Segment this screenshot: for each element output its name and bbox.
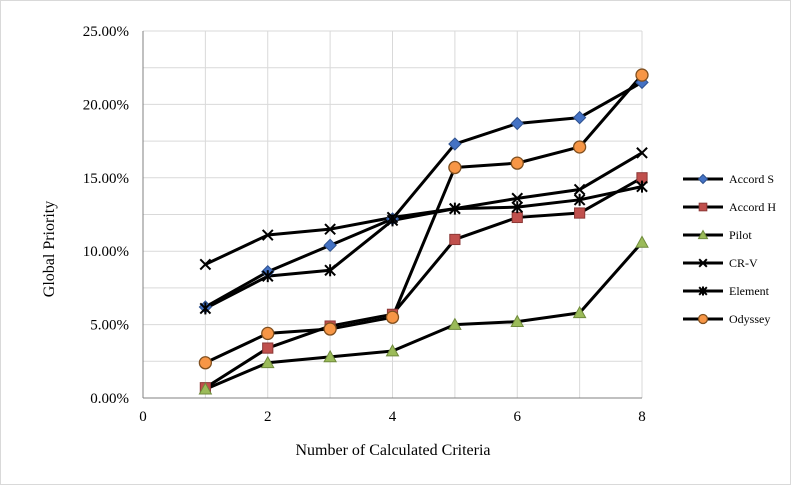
marker-x xyxy=(511,192,524,205)
marker-x xyxy=(199,258,212,271)
marker-triangle xyxy=(635,235,649,248)
marker-x xyxy=(636,147,648,159)
marker-triangle xyxy=(510,314,525,327)
series-line xyxy=(204,74,644,365)
marker-circle xyxy=(635,68,649,82)
legend-label: CR-V xyxy=(729,256,758,270)
marker-triangle xyxy=(385,343,400,357)
marker-stroke xyxy=(511,192,524,205)
marker-circle xyxy=(385,310,400,324)
marker-stroke xyxy=(698,258,708,268)
marker-star xyxy=(636,180,648,193)
legend-label: Pilot xyxy=(729,228,752,242)
x-tick-label: 2 xyxy=(264,409,272,425)
marker-diamond xyxy=(510,116,524,131)
marker-star xyxy=(386,214,399,227)
marker-diamond xyxy=(572,110,587,125)
marker-diamond xyxy=(448,137,462,151)
marker-star xyxy=(573,193,586,206)
y-axis-label: Global Priority xyxy=(41,201,58,297)
marker-circle xyxy=(510,156,524,170)
y-tick-label: 5.00% xyxy=(90,318,129,334)
marker-triangle xyxy=(323,349,337,363)
marker-circle xyxy=(572,140,587,154)
marker-x xyxy=(324,223,336,235)
y-tick-label: 25.00% xyxy=(83,24,129,40)
series-line xyxy=(204,176,643,389)
marker-star xyxy=(324,264,336,277)
y-tick-label: 20.00% xyxy=(83,97,129,113)
legend: Accord S Accord H Pilot CR-V Element Odyssey xyxy=(683,172,776,326)
marker-triangle xyxy=(198,382,213,395)
marker-star xyxy=(511,201,524,214)
marker-square xyxy=(698,202,708,212)
marker-triangle xyxy=(572,305,587,319)
marker-circle xyxy=(448,160,462,175)
x-tick-labels: 0 2 4 6 8 xyxy=(139,409,646,425)
series-lines xyxy=(204,74,644,391)
marker-square xyxy=(511,211,523,224)
x-tick-label: 8 xyxy=(638,409,646,425)
marker-star xyxy=(698,286,708,296)
marker-circle xyxy=(261,326,275,341)
x-tick-label: 0 xyxy=(139,409,147,425)
marker-stroke xyxy=(636,147,648,159)
marker-square xyxy=(262,342,274,354)
legend-label: Element xyxy=(729,284,770,298)
marker-stroke xyxy=(324,223,336,235)
marker-star xyxy=(449,202,461,215)
series-line xyxy=(204,241,644,391)
marker-square xyxy=(574,207,586,219)
marker-triangle xyxy=(260,355,275,369)
y-tick-label: 15.00% xyxy=(83,171,129,187)
marker-diamond xyxy=(323,238,337,253)
marker-stroke xyxy=(261,229,274,241)
axes xyxy=(142,31,642,399)
marker-circle xyxy=(323,322,337,336)
marker-stroke xyxy=(199,258,212,271)
x-axis-label: Number of Calculated Criteria xyxy=(295,442,490,459)
y-tick-label: 10.00% xyxy=(83,244,129,260)
marker-star xyxy=(199,302,212,315)
series-markers xyxy=(198,68,649,395)
x-tick-label: 6 xyxy=(514,409,522,425)
marker-stroke xyxy=(573,183,586,196)
legend-label: Accord S xyxy=(729,172,774,186)
marker-triangle xyxy=(697,229,709,240)
y-tick-label: 0.00% xyxy=(90,391,129,407)
legend-label: Accord H xyxy=(729,200,776,214)
marker-x xyxy=(698,258,708,268)
legend-label: Odyssey xyxy=(729,312,770,326)
series-line xyxy=(204,185,643,310)
x-tick-label: 4 xyxy=(389,409,397,425)
y-tick-labels: 0.00% 5.00% 10.00% 15.00% 20.00% 25.00% xyxy=(83,24,129,407)
marker-circle xyxy=(697,313,709,325)
marker-star xyxy=(261,270,274,283)
marker-x xyxy=(573,183,586,196)
marker-diamond xyxy=(697,173,709,185)
marker-triangle xyxy=(448,317,462,330)
series-line xyxy=(204,81,643,309)
marker-square xyxy=(449,233,461,246)
marker-circle xyxy=(198,356,213,370)
marker-x xyxy=(261,229,274,241)
